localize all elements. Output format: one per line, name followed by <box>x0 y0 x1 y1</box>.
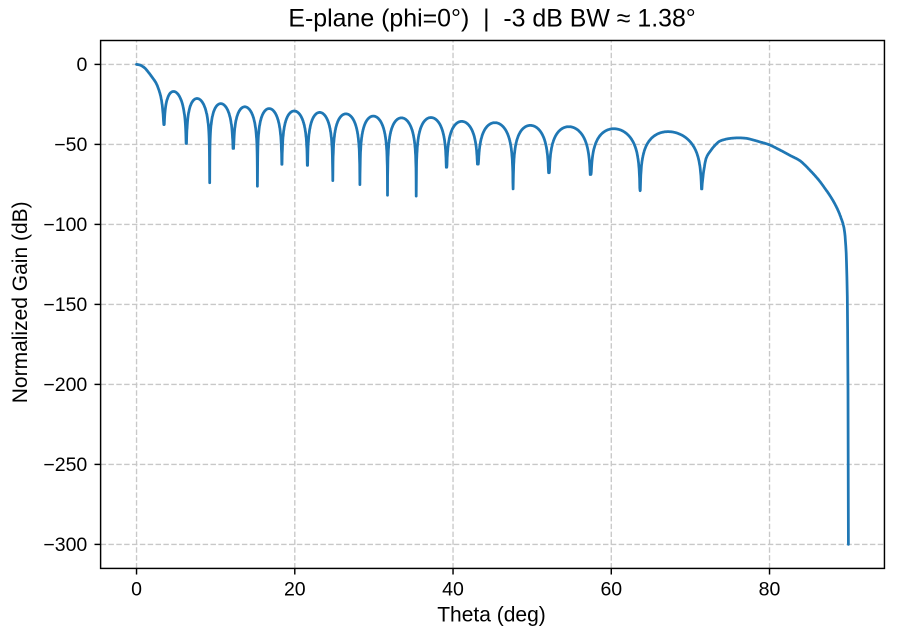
svg-text:60: 60 <box>600 579 622 601</box>
svg-text:80: 80 <box>759 579 781 601</box>
svg-text:Normalized Gain (dB): Normalized Gain (dB) <box>9 201 32 403</box>
svg-text:E-plane (phi=0°) | -3 dB BW: E-plane (phi=0°) | -3 dB BW ≈ 1.38° <box>288 5 695 33</box>
svg-text:40: 40 <box>442 579 464 601</box>
svg-text:−100: −100 <box>43 214 87 236</box>
svg-text:−150: −150 <box>43 294 87 316</box>
svg-text:−250: −250 <box>43 454 87 476</box>
svg-text:−300: −300 <box>43 534 87 556</box>
svg-text:−200: −200 <box>43 374 87 396</box>
svg-text:Theta (deg): Theta (deg) <box>437 604 546 627</box>
svg-text:0: 0 <box>131 579 142 601</box>
svg-text:0: 0 <box>76 54 87 76</box>
svg-text:−50: −50 <box>54 134 87 156</box>
svg-text:20: 20 <box>284 579 306 601</box>
